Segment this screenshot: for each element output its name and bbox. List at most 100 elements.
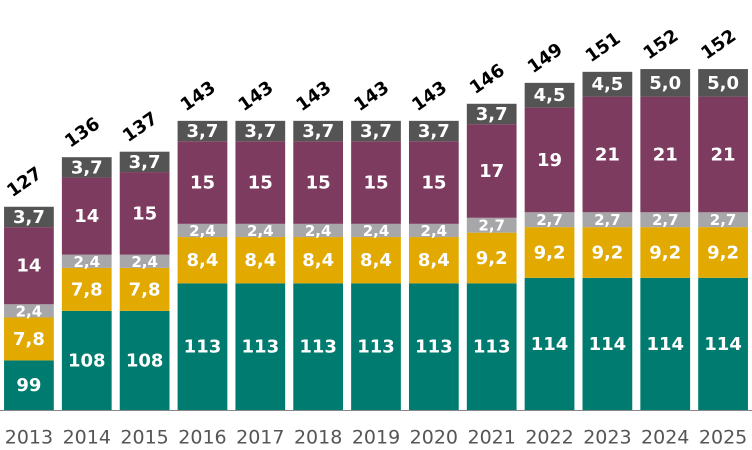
data-label: 113 (473, 337, 511, 358)
data-label: 9,2 (649, 242, 681, 263)
x-tick-label: 2017 (236, 427, 284, 449)
bar-segment (524, 227, 575, 278)
bar-segment (698, 96, 748, 213)
bar-segment (582, 71, 633, 97)
data-label: 2,4 (421, 222, 448, 240)
data-label: 5,0 (707, 73, 739, 94)
bar-segment (177, 120, 228, 142)
bar-segment (351, 141, 401, 224)
bar-segment (698, 212, 748, 228)
data-label: 9,2 (591, 242, 623, 263)
data-label: 17 (479, 161, 504, 182)
data-label: 21 (711, 144, 736, 165)
data-label: 2,4 (131, 253, 158, 271)
bar-segment (640, 277, 691, 410)
bar-segment (61, 177, 112, 255)
total-label: 143 (408, 77, 451, 116)
data-label: 2,4 (247, 222, 274, 240)
data-label: 7,8 (71, 279, 103, 300)
total-label: 136 (61, 113, 104, 152)
bar-segment (466, 124, 517, 218)
bar-segment (351, 237, 401, 284)
x-tick-label: 2015 (120, 427, 168, 449)
data-label: 113 (242, 337, 280, 358)
bar-segment (4, 317, 54, 361)
bar-segment (293, 120, 344, 142)
x-tick-label: 2025 (699, 427, 747, 449)
data-label: 9,2 (534, 242, 566, 263)
bar-segment (61, 254, 112, 268)
bar-segment (177, 283, 228, 410)
total-label: 143 (292, 77, 335, 116)
data-label: 15 (363, 173, 388, 194)
bar-segment (582, 277, 633, 410)
bar-segment (235, 141, 286, 224)
x-tick-label: 2013 (5, 427, 53, 449)
data-label: 3,7 (418, 121, 450, 142)
bar-segment (119, 310, 170, 410)
bar-segment (61, 157, 112, 178)
data-label: 9,2 (707, 242, 739, 263)
bar-segment (466, 217, 517, 233)
bar-segment (4, 206, 54, 228)
bar-segment (293, 223, 344, 238)
data-label: 4,5 (591, 74, 623, 95)
bar-segment (119, 172, 170, 255)
data-label: 2,4 (305, 222, 332, 240)
data-label: 2,4 (363, 222, 390, 240)
data-label: 2,4 (73, 253, 100, 271)
bar-segment (524, 82, 575, 108)
data-label: 4,5 (534, 85, 566, 106)
bar-segment (640, 96, 691, 213)
total-label: 143 (235, 77, 278, 116)
data-label: 8,4 (244, 250, 276, 271)
bar-segment (177, 237, 228, 284)
bar-segment (524, 212, 575, 228)
bar-segment (119, 151, 170, 173)
bar-segment (235, 283, 286, 410)
data-label: 8,4 (360, 250, 392, 271)
bar-segment (4, 304, 54, 318)
total-label: 146 (466, 60, 509, 99)
bar-segment (408, 120, 459, 142)
data-label: 113 (357, 337, 395, 358)
bar-segment (119, 267, 170, 311)
bar-segment (4, 360, 54, 410)
bar-segment (408, 223, 459, 238)
x-tick-label: 2018 (294, 427, 342, 449)
bar-segment (61, 310, 112, 410)
data-label: 2,4 (189, 222, 216, 240)
total-label: 151 (582, 28, 625, 67)
data-label: 14 (16, 256, 41, 277)
data-label: 9,2 (476, 248, 508, 269)
data-label: 113 (184, 337, 222, 358)
data-label: 3,7 (129, 152, 161, 173)
bar-segment (466, 232, 517, 284)
data-label: 2,7 (710, 211, 737, 229)
data-label: 15 (248, 173, 273, 194)
bar-segment (524, 277, 575, 410)
x-tick-label: 2023 (583, 427, 631, 449)
bar-segment (524, 107, 575, 213)
data-label: 21 (595, 144, 620, 165)
x-tick-label: 2016 (178, 427, 226, 449)
data-label: 3,7 (71, 157, 103, 178)
bar-segment (698, 227, 748, 278)
data-label: 108 (68, 350, 106, 371)
data-label: 3,7 (13, 207, 45, 228)
data-label: 3,7 (302, 121, 334, 142)
data-label: 3,7 (360, 121, 392, 142)
bar-segment (4, 227, 54, 305)
data-label: 7,8 (129, 279, 161, 300)
bar-segment (293, 283, 344, 410)
bar-segment (119, 254, 170, 268)
bar-segment (408, 283, 459, 410)
data-label: 15 (190, 173, 215, 194)
bar-segment (177, 223, 228, 238)
data-label: 15 (306, 173, 331, 194)
data-label: 14 (74, 206, 99, 227)
data-label: 3,7 (244, 121, 276, 142)
bar-segment (698, 69, 748, 97)
data-label: 113 (415, 337, 453, 358)
